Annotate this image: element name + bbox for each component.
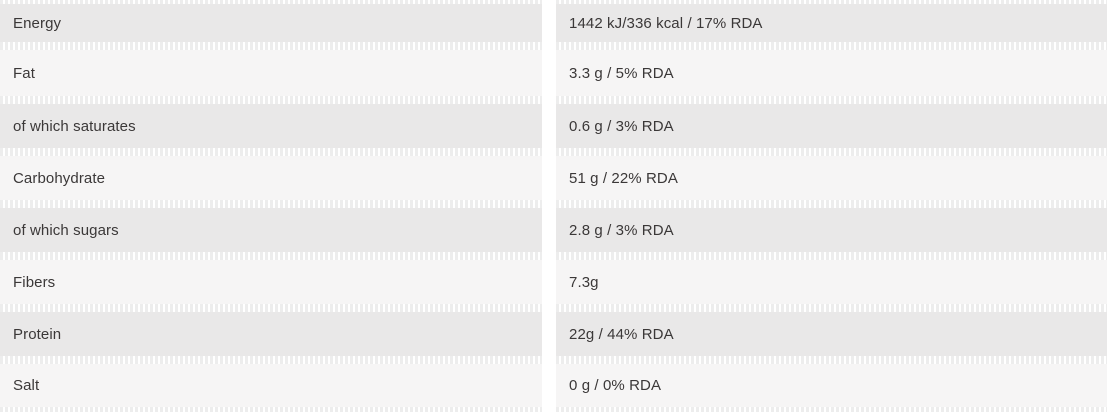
nutrient-label: of which sugars	[13, 221, 119, 239]
nutrient-value: 3.3 g / 5% RDA	[569, 64, 674, 82]
nutrient-value-cell: 3.3 g / 5% RDA	[556, 50, 1107, 96]
table-row: Protein 22g / 44% RDA	[0, 312, 1107, 356]
nutrient-value: 0.6 g / 3% RDA	[569, 117, 674, 135]
nutrient-label: Fibers	[13, 273, 56, 291]
nutrient-value: 51 g / 22% RDA	[569, 169, 678, 187]
nutrient-value-cell: 0.6 g / 3% RDA	[556, 104, 1107, 148]
nutrient-label-cell: Salt	[0, 364, 542, 407]
column-gap	[542, 364, 556, 407]
nutrient-value: 22g / 44% RDA	[569, 325, 674, 343]
nutrient-label: Energy	[13, 14, 62, 32]
column-gap	[542, 4, 556, 42]
nutrient-label-cell: Fibers	[0, 260, 542, 304]
nutrient-value-cell: 1442 kJ/336 kcal / 17% RDA	[556, 4, 1107, 42]
table-row: Carbohydrate 51 g / 22% RDA	[0, 156, 1107, 200]
column-gap	[542, 312, 556, 356]
table-row: of which saturates 0.6 g / 3% RDA	[0, 104, 1107, 148]
nutrient-value-cell: 22g / 44% RDA	[556, 312, 1107, 356]
nutrient-label: of which saturates	[13, 117, 136, 135]
nutrient-label-cell: Energy	[0, 4, 542, 42]
row-separator	[0, 42, 1107, 50]
nutrient-value-cell: 0 g / 0% RDA	[556, 364, 1107, 407]
nutrient-label-cell: of which sugars	[0, 208, 542, 252]
nutrient-label: Protein	[13, 325, 62, 343]
row-separator	[0, 96, 1107, 104]
nutrient-value-cell: 51 g / 22% RDA	[556, 156, 1107, 200]
row-separator	[0, 407, 1107, 412]
row-separator	[0, 252, 1107, 260]
nutrient-label: Salt	[13, 377, 40, 394]
table-row: of which sugars 2.8 g / 3% RDA	[0, 208, 1107, 252]
row-separator	[0, 0, 1107, 4]
table-row: Fat 3.3 g / 5% RDA	[0, 50, 1107, 96]
nutrient-value: 1442 kJ/336 kcal / 17% RDA	[569, 14, 763, 32]
row-separator	[0, 148, 1107, 156]
nutrient-label: Fat	[13, 64, 35, 82]
nutrient-label-cell: Protein	[0, 312, 542, 356]
column-gap	[542, 208, 556, 252]
nutrient-value: 7.3g	[569, 273, 599, 291]
table-row: Energy 1442 kJ/336 kcal / 17% RDA	[0, 4, 1107, 42]
row-separator	[0, 356, 1107, 364]
nutrient-value: 2.8 g / 3% RDA	[569, 221, 674, 239]
row-separator	[0, 200, 1107, 208]
nutrient-value: 0 g / 0% RDA	[569, 377, 662, 394]
table-row: Fibers 7.3g	[0, 260, 1107, 304]
nutrient-label-cell: Fat	[0, 50, 542, 96]
column-gap	[542, 260, 556, 304]
nutrient-value-cell: 2.8 g / 3% RDA	[556, 208, 1107, 252]
column-gap	[542, 104, 556, 148]
nutrient-label-cell: Carbohydrate	[0, 156, 542, 200]
nutrient-label-cell: of which saturates	[0, 104, 542, 148]
nutrient-label: Carbohydrate	[13, 169, 106, 187]
table-row: Salt 0 g / 0% RDA	[0, 364, 1107, 407]
row-separator	[0, 304, 1107, 312]
column-gap	[542, 156, 556, 200]
column-gap	[542, 50, 556, 96]
nutrient-value-cell: 7.3g	[556, 260, 1107, 304]
